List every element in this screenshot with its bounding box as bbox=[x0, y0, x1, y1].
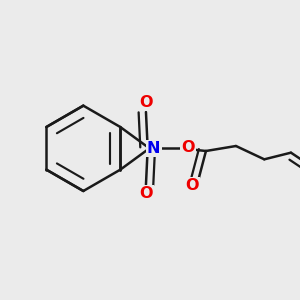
Text: O: O bbox=[185, 178, 198, 194]
Text: N: N bbox=[147, 141, 160, 156]
Text: O: O bbox=[139, 187, 153, 202]
Text: O: O bbox=[182, 140, 195, 155]
Text: O: O bbox=[139, 95, 153, 110]
